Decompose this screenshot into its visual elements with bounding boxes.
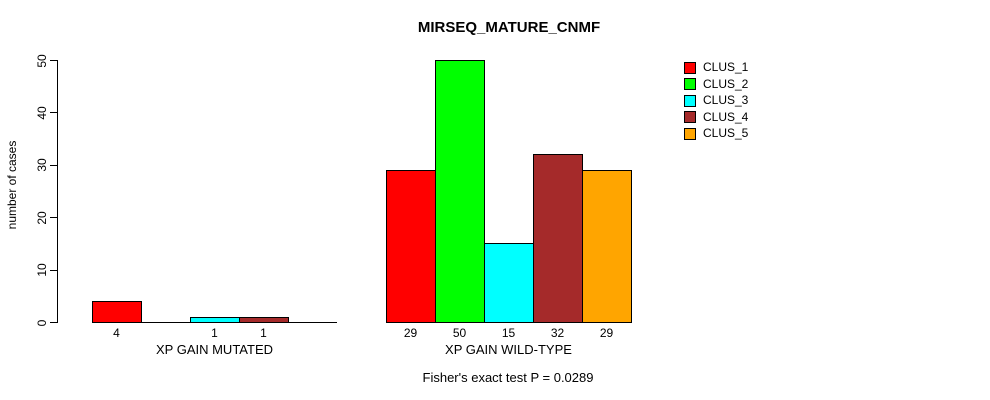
legend-item-clus_1: CLUS_1 xyxy=(684,61,748,74)
bar-value-label: 29 xyxy=(403,326,418,340)
y-axis-title: number of cases xyxy=(5,140,19,230)
legend-swatch-icon xyxy=(684,94,696,107)
bar-clus_2 xyxy=(435,60,485,323)
group-label: XP GAIN MUTATED xyxy=(155,342,274,357)
legend-item-clus_4: CLUS_4 xyxy=(684,109,749,124)
fisher-test-annotation: Fisher's exact test P = 0.0289 xyxy=(422,370,594,385)
y-tick-mark xyxy=(50,322,57,323)
legend-swatch-icon xyxy=(684,61,696,74)
y-tick-mark xyxy=(50,60,57,61)
y-tick-label: 40 xyxy=(35,106,49,120)
y-tick-mark xyxy=(50,164,57,166)
group-label: XP GAIN WILD-TYPE xyxy=(445,342,572,357)
bar-value-label: 50 xyxy=(452,326,467,340)
y-tick-label: 20 xyxy=(35,211,49,225)
legend-item-clus_5: CLUS_5 xyxy=(684,127,748,140)
bar-clus_4 xyxy=(533,154,583,323)
legend-swatch-icon xyxy=(684,111,696,123)
bar-value-label: 1 xyxy=(260,326,267,340)
chart-title: MIRSEQ_MATURE_CNMF xyxy=(417,19,601,36)
bar-clus_1 xyxy=(92,301,142,323)
bar-value-label: 1 xyxy=(211,326,218,340)
bar-clus_4 xyxy=(239,317,289,323)
y-tick-mark xyxy=(50,269,57,271)
bar-clus_1 xyxy=(386,170,436,323)
y-tick-mark xyxy=(50,217,57,219)
y-tick-label: 0 xyxy=(35,319,49,326)
bar-value-label: 4 xyxy=(113,326,120,340)
legend-item-clus_3: CLUS_3 xyxy=(684,94,748,107)
legend-swatch-icon xyxy=(684,78,696,90)
bar-value-label: 15 xyxy=(501,326,516,340)
bar-clus_5 xyxy=(582,170,632,323)
legend-label: CLUS_2 xyxy=(703,76,749,91)
y-axis-line xyxy=(57,60,58,323)
y-tick-mark xyxy=(50,112,57,114)
bar-clus_3 xyxy=(190,317,240,323)
legend-label: CLUS_1 xyxy=(703,60,749,74)
legend-swatch-icon xyxy=(684,127,696,140)
bar-clus_3 xyxy=(484,243,534,323)
bar-value-label: 32 xyxy=(550,326,565,340)
legend-item-clus_2: CLUS_2 xyxy=(684,76,749,91)
legend-label: CLUS_4 xyxy=(703,109,749,124)
legend-label: CLUS_3 xyxy=(703,93,749,107)
y-tick-label: 10 xyxy=(35,263,49,277)
bar-value-label: 29 xyxy=(599,326,614,340)
legend-label: CLUS_5 xyxy=(703,126,749,140)
y-tick-label: 30 xyxy=(35,158,49,172)
y-tick-label: 50 xyxy=(35,53,49,68)
